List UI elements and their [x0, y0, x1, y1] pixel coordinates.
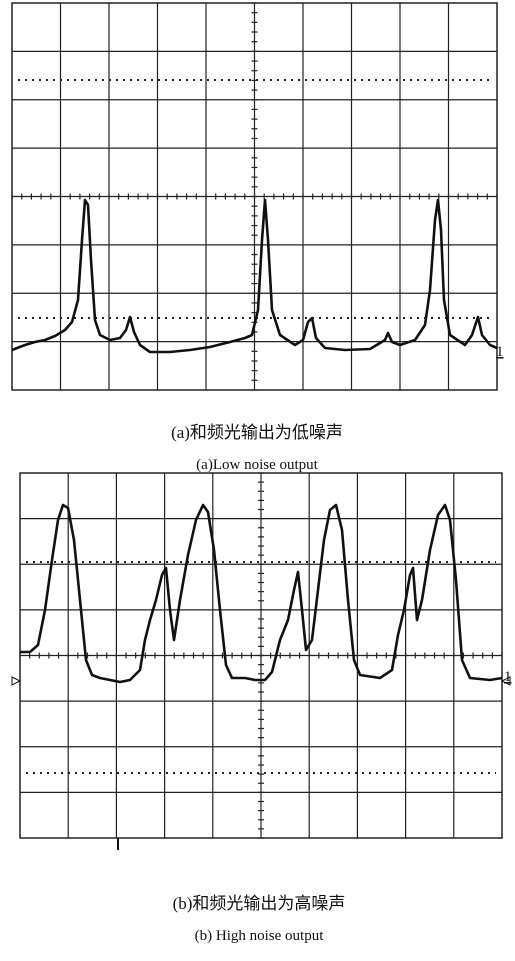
grid [20, 473, 502, 838]
caption: (a)和频光输出为低噪声 [171, 423, 343, 442]
grid [12, 3, 497, 390]
level-marker [12, 677, 20, 685]
caption: (a)Low noise output [196, 457, 318, 473]
channel-marker: 1 [504, 669, 512, 685]
figure: 1 1 (a)和频光输出为低噪声 (a)Low noise output (b)… [0, 0, 515, 956]
caption: (b) High noise output [195, 928, 325, 944]
channel-marker: 1 [496, 344, 504, 360]
scope-panel [20, 473, 502, 838]
scope-panel [12, 3, 497, 390]
caption: (b)和频光输出为高噪声 [173, 894, 346, 913]
